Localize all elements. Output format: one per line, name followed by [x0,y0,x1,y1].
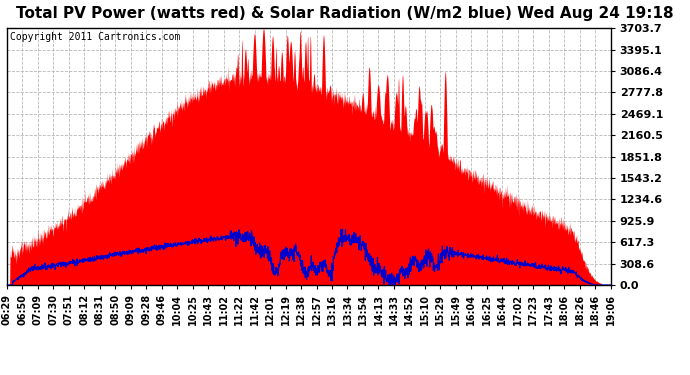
Text: Copyright 2011 Cartronics.com: Copyright 2011 Cartronics.com [10,32,180,42]
Text: Total PV Power (watts red) & Solar Radiation (W/m2 blue) Wed Aug 24 19:18: Total PV Power (watts red) & Solar Radia… [16,6,674,21]
